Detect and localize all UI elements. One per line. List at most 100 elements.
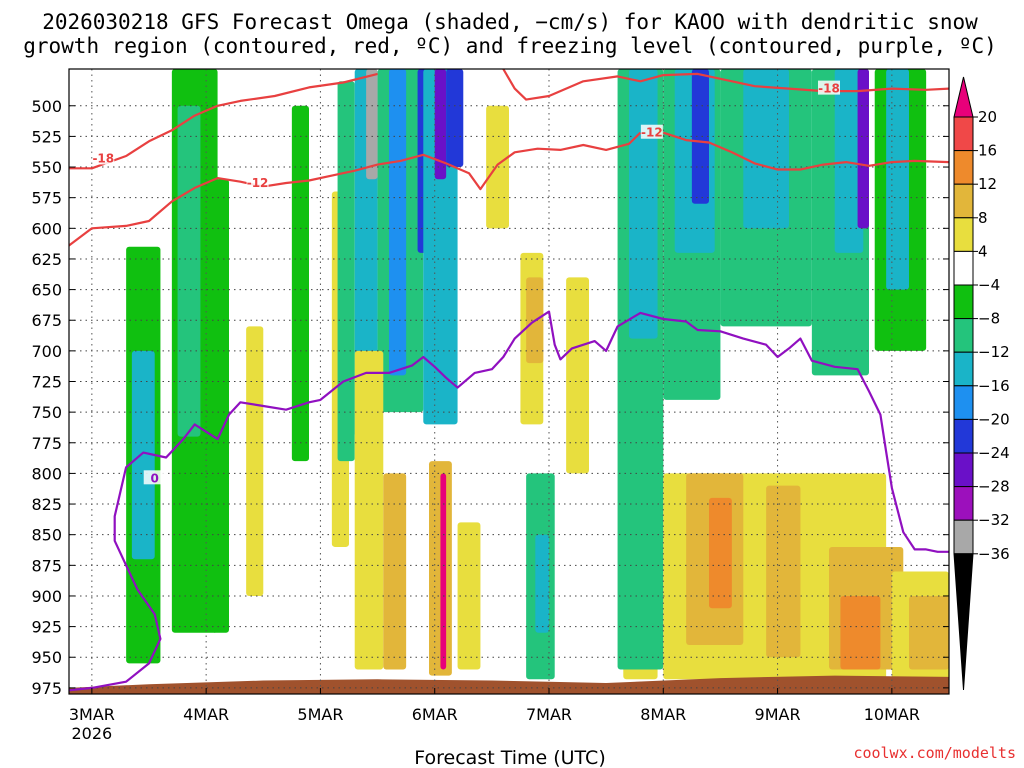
- contour-label-bg-freezing-level: [143, 470, 166, 485]
- contour-label-dgz-minus18: -18: [92, 151, 114, 165]
- contours: -18 -12 -12 -18 0: [69, 69, 949, 692]
- colorbar-bottom-arrow: [953, 553, 974, 691]
- y-tick-label-675: 675: [31, 311, 62, 330]
- y-tick-label-725: 725: [31, 373, 62, 392]
- omega-cell-1: [131, 350, 155, 560]
- omega-cell-3: [177, 105, 201, 437]
- colorbar-label-13: −36: [978, 545, 1010, 563]
- contour-label-dgz-minus12-left: -12: [247, 176, 269, 190]
- colorbar-label-6: −8: [978, 310, 1000, 328]
- y-tick-label-975: 975: [31, 679, 62, 698]
- colorbar-label-1: 16: [978, 142, 997, 160]
- omega-cell-48: [909, 595, 949, 670]
- omega-cell-6: [291, 105, 309, 462]
- contour-label-freezing-level: 0: [151, 471, 159, 485]
- y-tick-label-750: 750: [31, 403, 62, 422]
- omega-cell-17: [354, 350, 384, 670]
- y-tick-label-650: 650: [31, 281, 62, 300]
- terrain-fill: [69, 675, 949, 694]
- colorbar-label-2: 12: [978, 175, 997, 193]
- x-tick-label-8MAR: 8MAR: [640, 705, 686, 724]
- omega-cell-35: [743, 69, 789, 229]
- colorbar-label-5: −4: [978, 276, 1000, 294]
- omega-cell-20: [440, 473, 447, 670]
- plot-area: -18 -12 -12 -18 0: [68, 68, 950, 695]
- colorbar-segment-6: [953, 284, 974, 320]
- omega-cell-38: [857, 69, 869, 229]
- colorbar-segment-4: [953, 217, 974, 252]
- omega-cell-15: [434, 69, 447, 180]
- omega-cell-4: [211, 179, 229, 633]
- y-tick-label-950: 950: [31, 648, 62, 667]
- colorbar-segment-5: [953, 250, 974, 286]
- y-tick-label-575: 575: [31, 189, 62, 208]
- y-axis: 500 525 550 575 600 625 650 675 700 725 750 775 800 8…: [31, 97, 949, 698]
- colorbar-segment-8: [953, 351, 974, 387]
- x-tick-label-10MAR: 10MAR: [864, 705, 920, 724]
- y-tick-label-900: 900: [31, 587, 62, 606]
- contour-dgz-minus12-left: [69, 131, 642, 247]
- y-tick-label-850: 850: [31, 526, 62, 545]
- chart-title-line-2: growth region (contoured, red, ºC) and f…: [23, 34, 997, 58]
- y-tick-label-625: 625: [31, 250, 62, 269]
- x-tick-label-4MAR: 4MAR: [183, 705, 229, 724]
- x-axis: 3MAR 4MAR 5MAR 6MAR 7MAR 8MAR 9MAR 10MAR 2026: [69, 688, 920, 743]
- y-tick-label-775: 775: [31, 434, 62, 453]
- contour-label-bg-dgz-minus12-left: [246, 174, 269, 189]
- colorbar-segment-9: [953, 385, 974, 420]
- colorbar-label-8: −16: [978, 377, 1010, 395]
- grid-lines: [69, 69, 949, 694]
- colorbar-segment-3: [953, 183, 974, 219]
- omega-cell-30: [629, 69, 658, 339]
- colorbar-segment-13: [953, 519, 974, 555]
- x-tick-label-9MAR: 9MAR: [755, 705, 801, 724]
- colorbar: 20 16 12 8 4 −4 −8 −12 −16 −20 −24 −28 −32 −36: [953, 76, 1010, 691]
- omega-cell-5: [246, 326, 264, 596]
- colorbar-label-0: 20: [978, 108, 997, 126]
- contour-label-bg-dgz-minus18: [92, 150, 115, 165]
- colorbar-label-4: 4: [978, 242, 988, 260]
- x-tick-label-3MAR: 3MAR: [69, 705, 115, 724]
- colorbar-segment-11: [953, 452, 974, 488]
- omega-cell-8: [337, 81, 355, 462]
- y-tick-label-600: 600: [31, 219, 62, 238]
- terrain: [69, 675, 949, 694]
- omega-shading: [126, 69, 949, 680]
- omega-cell-12: [389, 69, 407, 376]
- colorbar-segment-2: [953, 150, 974, 185]
- colorbar-segment-10: [953, 418, 974, 454]
- contour-dgz-minus12-top: [502, 69, 949, 101]
- y-tick-label-550: 550: [31, 158, 62, 177]
- colorbar-segment-1: [953, 116, 974, 152]
- contour-dgz-minus18-right: [662, 131, 949, 171]
- x-tick-label-5MAR: 5MAR: [297, 705, 343, 724]
- colorbar-label-9: −20: [978, 410, 1010, 428]
- omega-cell-33: [691, 69, 709, 204]
- omega-cell-44: [766, 485, 801, 658]
- omega-cell-40: [886, 69, 909, 290]
- contour-dgz-minus18: [69, 72, 378, 170]
- colorbar-label-7: −12: [978, 343, 1010, 361]
- omega-cell-46: [840, 595, 881, 670]
- contour-freezing-level: [69, 310, 949, 692]
- contour-label-dgz-minus12-top: -12: [641, 126, 663, 140]
- omega-cell-26: [535, 534, 549, 633]
- y-tick-label-525: 525: [31, 127, 62, 146]
- chart-title-line-1: 2026030218 GFS Forecast Omega (shaded, −…: [42, 10, 978, 34]
- colorbar-label-3: 8: [978, 209, 988, 227]
- colorbar-segment-12: [953, 486, 974, 521]
- colorbar-top-arrow: [953, 76, 974, 118]
- colorbar-label-12: −32: [978, 511, 1010, 529]
- contour-label-bg-dgz-minus12-top: [640, 124, 663, 139]
- omega-cell-10: [366, 69, 378, 180]
- contour-label-bg-dgz-minus18-right: [818, 80, 840, 95]
- colorbar-segment-7: [953, 318, 974, 353]
- omega-cell-43: [709, 497, 732, 609]
- y-tick-label-875: 875: [31, 556, 62, 575]
- omega-cell-22: [486, 105, 509, 229]
- contour-label-dgz-minus18-right: -18: [818, 82, 840, 96]
- x-tick-label-7MAR: 7MAR: [526, 705, 572, 724]
- omega-cell-16: [446, 69, 464, 168]
- y-tick-label-800: 800: [31, 464, 62, 483]
